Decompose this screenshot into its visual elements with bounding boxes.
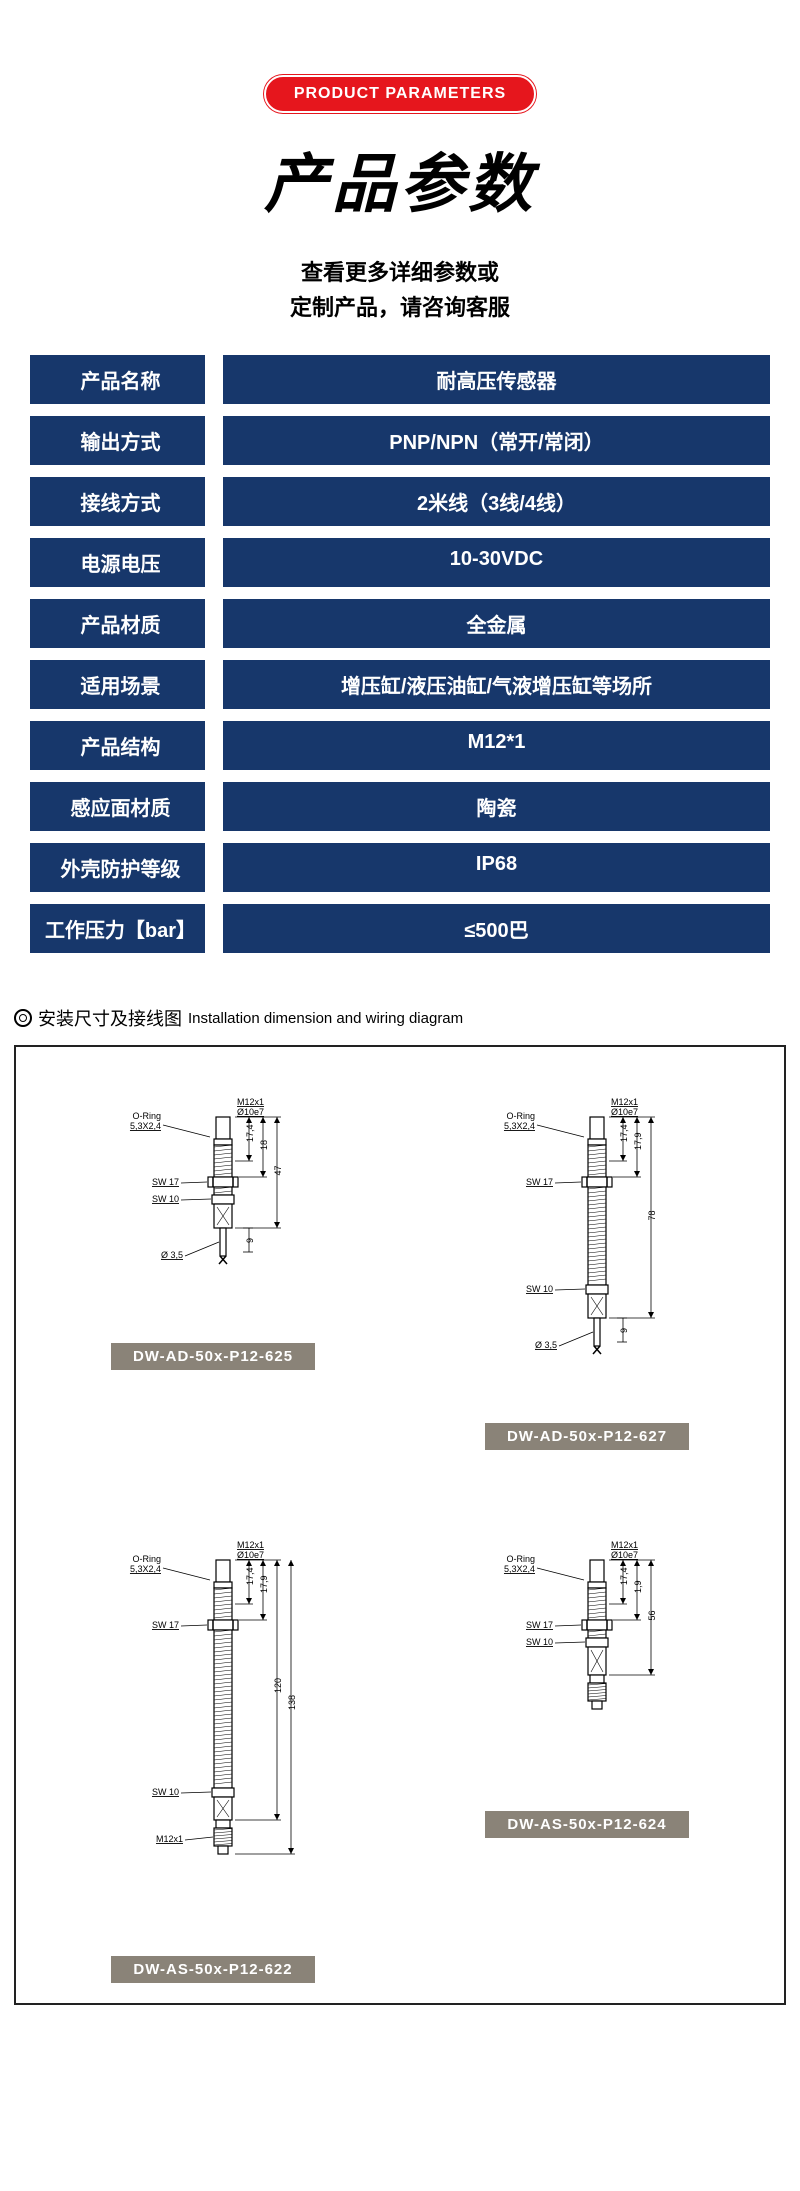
- spec-row: 电源电压 10-30VDC: [30, 538, 770, 587]
- diagram-cell: M12x1Ø10e7 O-Ring5,3X2,4 SW 17 SW 10 17,4 1,9…: [420, 1530, 754, 1983]
- subtitle-line1: 查看更多详细参数或: [0, 255, 800, 290]
- badge-row: PRODUCT PARAMETERS: [0, 0, 800, 113]
- svg-text:O-Ring: O-Ring: [506, 1111, 535, 1121]
- spec-label: 感应面材质: [30, 782, 205, 831]
- svg-text:138: 138: [287, 1695, 297, 1710]
- spec-value: PNP/NPN（常开/常闭）: [223, 416, 770, 465]
- svg-text:Ø 3,5: Ø 3,5: [161, 1250, 183, 1260]
- svg-text:17,4: 17,4: [619, 1125, 629, 1143]
- svg-text:Ø10e7: Ø10e7: [237, 1550, 264, 1560]
- subtitle-line2: 定制产品，请咨询客服: [0, 290, 800, 325]
- spec-row: 适用场景增压缸/液压油缸/气液增压缸等场所: [30, 660, 770, 709]
- svg-text:M12x1: M12x1: [156, 1834, 183, 1844]
- svg-text:Ø10e7: Ø10e7: [611, 1550, 638, 1560]
- spec-value: ≤500巴: [223, 904, 770, 953]
- title-row: 产品参数: [0, 113, 800, 235]
- spec-row: 输出方式 PNP/NPN（常开/常闭）: [30, 416, 770, 465]
- spec-value: M12*1: [223, 721, 770, 770]
- svg-text:17,4: 17,4: [245, 1568, 255, 1586]
- svg-text:Ø 3,5: Ø 3,5: [535, 1340, 557, 1350]
- model-tag: DW-AS-50x-P12-624: [485, 1811, 688, 1838]
- spec-label: 产品名称: [30, 355, 205, 404]
- page-title: 产品参数: [0, 133, 800, 225]
- svg-text:5,3X2,4: 5,3X2,4: [130, 1564, 161, 1574]
- svg-text:56: 56: [647, 1611, 657, 1621]
- svg-text:SW 17: SW 17: [526, 1177, 553, 1187]
- spec-label: 产品材质: [30, 599, 205, 648]
- svg-text:Ø10e7: Ø10e7: [611, 1107, 638, 1117]
- spec-table: 产品名称耐高压传感器输出方式 PNP/NPN（常开/常闭） 接线方式 2米线（3线/4…: [30, 355, 770, 953]
- svg-text:SW 17: SW 17: [152, 1620, 179, 1630]
- diagram-grid: M12x1Ø10e7O-Ring5,3X2,4SW 17SW 10Ø 3,591…: [46, 1087, 754, 1983]
- svg-text:M12x1: M12x1: [237, 1540, 264, 1550]
- spec-value: 增压缸/液压油缸/气液增压缸等场所: [223, 660, 770, 709]
- spec-row: 感应面材质陶瓷: [30, 782, 770, 831]
- svg-text:M12x1: M12x1: [237, 1097, 264, 1107]
- svg-text:M12x1: M12x1: [611, 1540, 638, 1550]
- subtitle-row: 查看更多详细参数或 定制产品，请咨询客服: [0, 235, 800, 355]
- model-tag: DW-AD-50x-P12-625: [111, 1343, 315, 1370]
- diagram-cell: M12x1Ø10e7 O-Ring5,3X2,4 SW 17 SW 10 Ø 3,5 9 1…: [420, 1087, 754, 1450]
- svg-text:120: 120: [273, 1678, 283, 1693]
- svg-text:9: 9: [245, 1238, 255, 1243]
- svg-text:9: 9: [619, 1328, 629, 1333]
- svg-text:1,9: 1,9: [633, 1581, 643, 1594]
- spec-label: 工作压力【bar】: [30, 904, 205, 953]
- svg-text:SW 10: SW 10: [152, 1787, 179, 1797]
- spec-value: 全金属: [223, 599, 770, 648]
- spec-label: 输出方式: [30, 416, 205, 465]
- diagram-box: M12x1Ø10e7O-Ring5,3X2,4SW 17SW 10Ø 3,591…: [14, 1045, 786, 2005]
- spec-value: 陶瓷: [223, 782, 770, 831]
- spec-value: 2米线（3线/4线）: [223, 477, 770, 526]
- svg-text:5,3X2,4: 5,3X2,4: [504, 1564, 535, 1574]
- spec-label: 产品结构: [30, 721, 205, 770]
- spec-label: 外壳防护等级: [30, 843, 205, 892]
- svg-text:47: 47: [273, 1166, 283, 1176]
- svg-text:5,3X2,4: 5,3X2,4: [130, 1121, 161, 1131]
- spec-label: 适用场景: [30, 660, 205, 709]
- svg-text:O-Ring: O-Ring: [132, 1111, 161, 1121]
- spec-value: IP68: [223, 843, 770, 892]
- svg-text:SW 10: SW 10: [526, 1637, 553, 1647]
- section-label-en: Installation dimension and wiring diagra…: [188, 1010, 463, 1027]
- product-params-badge: PRODUCT PARAMETERS: [264, 75, 536, 113]
- spec-row: 接线方式 2米线（3线/4线）: [30, 477, 770, 526]
- section-label-cn: 安装尺寸及接线图: [38, 1005, 182, 1031]
- svg-text:SW 17: SW 17: [152, 1177, 179, 1187]
- svg-text:SW 17: SW 17: [526, 1620, 553, 1630]
- svg-text:O-Ring: O-Ring: [132, 1554, 161, 1564]
- diagram-cell: M12x1Ø10e7 O-Ring5,3X2,4 SW 17 SW 10 Ø 3,5 9 1…: [46, 1087, 380, 1450]
- spec-label: 电源电压: [30, 538, 205, 587]
- diagram-cell: M12x1Ø10e7O-Ring5,3X2,4SW 17SW 10M12x117…: [46, 1530, 380, 1983]
- model-tag: DW-AS-50x-P12-622: [111, 1956, 314, 1983]
- spec-row: 产品结构 M12*1: [30, 721, 770, 770]
- svg-text:17,9: 17,9: [259, 1576, 269, 1594]
- model-tag: DW-AD-50x-P12-627: [485, 1423, 689, 1450]
- svg-text:O-Ring: O-Ring: [506, 1554, 535, 1564]
- svg-text:SW 10: SW 10: [526, 1284, 553, 1294]
- circle-icon: [14, 1009, 32, 1027]
- spec-row: 外壳防护等级 IP68: [30, 843, 770, 892]
- spec-row: 工作压力【bar】 ≤500巴: [30, 904, 770, 953]
- spec-row: 产品材质全金属: [30, 599, 770, 648]
- svg-text:18: 18: [259, 1140, 269, 1150]
- svg-text:17,4: 17,4: [619, 1568, 629, 1586]
- svg-text:Ø10e7: Ø10e7: [237, 1107, 264, 1117]
- svg-text:SW 10: SW 10: [152, 1194, 179, 1204]
- svg-text:5,3X2,4: 5,3X2,4: [504, 1121, 535, 1131]
- svg-text:M12x1: M12x1: [611, 1097, 638, 1107]
- spec-label: 接线方式: [30, 477, 205, 526]
- svg-text:17,9: 17,9: [633, 1133, 643, 1151]
- svg-text:17,4: 17,4: [245, 1125, 255, 1143]
- svg-text:78: 78: [647, 1211, 657, 1221]
- diagram-section-label: 安装尺寸及接线图 Installation dimension and wiri…: [0, 965, 800, 1045]
- spec-value: 耐高压传感器: [223, 355, 770, 404]
- spec-row: 产品名称耐高压传感器: [30, 355, 770, 404]
- spec-value: 10-30VDC: [223, 538, 770, 587]
